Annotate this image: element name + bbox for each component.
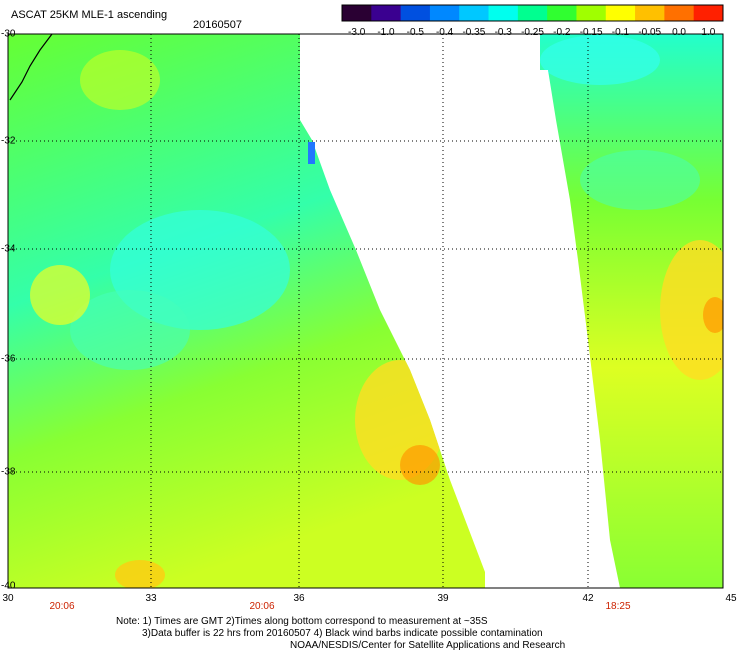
note-line-3: NOAA/NESDIS/Center for Satellite Applica… bbox=[290, 640, 566, 651]
colorbar-segment bbox=[371, 5, 402, 21]
lon-label: 42 bbox=[582, 593, 594, 604]
colorbar-segment bbox=[342, 5, 372, 21]
note-line-2: 3)Data buffer is 22 hrs from 20160507 4)… bbox=[142, 628, 543, 639]
colorbar-segment bbox=[664, 5, 695, 21]
lat-label: -30 bbox=[1, 28, 16, 40]
colorbar-label: 1.0 bbox=[701, 27, 716, 38]
gridlines bbox=[8, 34, 723, 588]
map-frame bbox=[7, 33, 724, 589]
colorbar-frame bbox=[341, 4, 724, 22]
colorbar-label: -0.35 bbox=[462, 27, 486, 38]
colorbar-segment bbox=[459, 5, 490, 21]
swath-time: 20:06 bbox=[49, 601, 75, 612]
colorbar-segment bbox=[429, 5, 460, 21]
colorbar-label: -0.5 bbox=[406, 27, 424, 38]
coastline bbox=[9, 33, 53, 101]
lat-label: -38 bbox=[1, 466, 16, 478]
colorbar-label: -0.05 bbox=[638, 27, 662, 38]
colorbar-segment bbox=[605, 5, 636, 21]
map-date: 20160507 bbox=[193, 19, 242, 31]
lon-label: 36 bbox=[293, 593, 305, 604]
note-line-1: Note: 1) Times are GMT 2)Times along bot… bbox=[116, 616, 488, 627]
swath-west bbox=[8, 34, 485, 588]
colorbar-label: -1.0 bbox=[377, 27, 395, 38]
blue-pixel bbox=[308, 142, 315, 164]
lat-label: -40 bbox=[1, 580, 16, 592]
colorbar-label: -0.15 bbox=[579, 27, 603, 38]
colorbar-segment bbox=[517, 5, 548, 21]
colorbar-segment bbox=[635, 5, 665, 21]
colorbar-segment bbox=[488, 5, 519, 21]
lat-label: -32 bbox=[1, 135, 16, 147]
colorbar-label: 0.0 bbox=[672, 27, 686, 38]
colorbar-label: -0.2 bbox=[553, 27, 571, 38]
colorbar-segment bbox=[576, 5, 607, 21]
lat-label: -36 bbox=[1, 353, 16, 365]
colorbar-label: -0.1 bbox=[611, 27, 630, 38]
colorbar-segment bbox=[547, 5, 577, 21]
colorbar-label: -0.25 bbox=[521, 27, 544, 38]
lon-label: 33 bbox=[145, 593, 157, 604]
lon-label: 45 bbox=[725, 593, 737, 604]
lon-label: 39 bbox=[437, 593, 449, 604]
colorbar-segment bbox=[400, 5, 431, 21]
colorbar-label: -0.3 bbox=[494, 27, 512, 38]
swath-time: 20:06 bbox=[249, 601, 275, 612]
colorbar-label: -3.0 bbox=[348, 27, 366, 38]
colorbar-segment bbox=[693, 5, 724, 21]
colorbar bbox=[341, 4, 724, 22]
map-title: ASCAT 25KM MLE-1 ascending bbox=[11, 9, 168, 21]
swath-time: 18:25 bbox=[605, 601, 631, 612]
swath-east bbox=[540, 34, 723, 588]
colorbar-label: -0.4 bbox=[435, 27, 454, 38]
lat-label: -34 bbox=[1, 243, 16, 255]
lon-label: 30 bbox=[2, 593, 14, 604]
